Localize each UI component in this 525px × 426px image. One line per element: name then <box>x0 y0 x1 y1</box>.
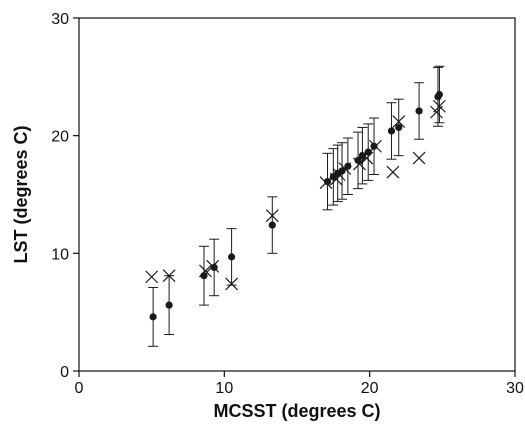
data-point-x <box>386 165 400 179</box>
data-point-x <box>319 176 333 190</box>
data-point-x <box>145 270 159 284</box>
data-point-dot <box>415 107 423 115</box>
x-marker-stroke <box>353 157 366 171</box>
data-point-dot <box>358 152 366 160</box>
axes: 0 10 20 30 0 10 20 30 <box>51 11 524 397</box>
x-marker-stroke <box>206 259 220 273</box>
x-marker-stroke <box>145 270 159 284</box>
data-point-x <box>369 139 382 153</box>
x-tick-label: 10 <box>215 380 233 397</box>
data-point-x <box>353 157 366 171</box>
y-tick-label: 0 <box>60 364 69 381</box>
y-tick-label: 10 <box>51 246 69 263</box>
x-axis-title: MCSST (degrees C) <box>213 401 380 421</box>
x-marker-stroke <box>265 209 279 223</box>
x-tick-label: 0 <box>75 380 84 397</box>
x-marker-stroke <box>338 162 352 176</box>
plot-frame <box>78 17 516 372</box>
data-point-dot <box>165 301 173 309</box>
y-tick-label: 30 <box>51 11 69 28</box>
data-point-dot <box>228 253 236 261</box>
data-point-x <box>162 269 176 283</box>
x-marker-stroke <box>433 99 446 113</box>
data-point-dot <box>387 127 396 135</box>
x-marker-stroke <box>386 165 400 179</box>
x-marker-stroke <box>225 277 239 291</box>
x-tick-label: 20 <box>361 380 379 397</box>
data-point-dot <box>149 313 157 321</box>
data-point-x <box>265 209 279 223</box>
data-point-dot <box>370 142 378 150</box>
data-point-x <box>225 277 239 291</box>
data-point-x <box>338 162 352 176</box>
x-marker-stroke <box>162 269 176 283</box>
x-marker-stroke <box>360 151 374 165</box>
data-point-dot <box>435 90 444 99</box>
data-point-x <box>392 115 406 128</box>
data-point-dot <box>268 221 276 229</box>
x-marker-stroke <box>199 264 212 278</box>
data-point-x <box>360 151 374 165</box>
data-point-x <box>412 151 426 165</box>
x-tick-label: 30 <box>506 380 524 397</box>
x-marker-stroke <box>392 115 406 128</box>
y-tick-label: 20 <box>51 129 69 146</box>
data-point-x <box>206 259 220 273</box>
x-marker-stroke <box>369 139 382 153</box>
data-point-dot <box>354 156 362 164</box>
x-marker-stroke <box>412 151 426 165</box>
data-point-x <box>199 264 212 278</box>
y-axis-title: LST (degrees C) <box>11 125 31 263</box>
data-point-dot <box>395 123 403 132</box>
chart-marks <box>145 65 446 347</box>
x-marker-stroke <box>319 176 333 190</box>
data-point-x <box>433 99 446 113</box>
